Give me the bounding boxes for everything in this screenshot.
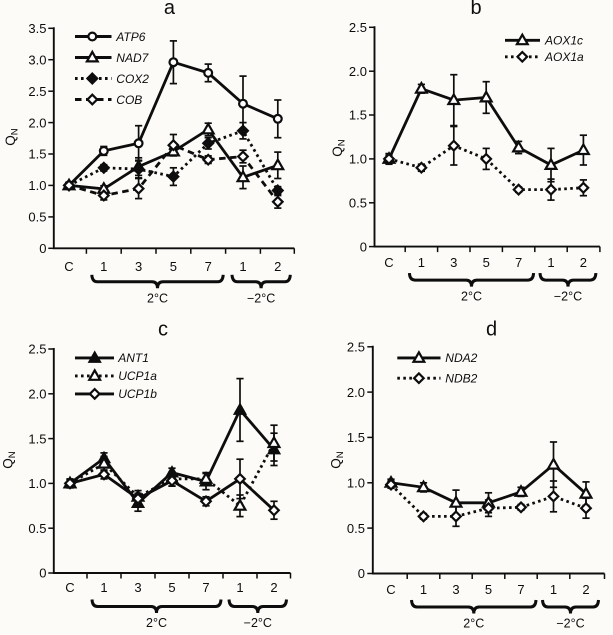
svg-text:1: 1 <box>550 582 557 597</box>
svg-text:1: 1 <box>420 582 427 597</box>
svg-text:3: 3 <box>450 255 457 270</box>
svg-text:5: 5 <box>168 580 175 595</box>
svg-text:1: 1 <box>547 255 554 270</box>
svg-text:2: 2 <box>270 580 277 595</box>
svg-text:2: 2 <box>274 259 281 274</box>
svg-text:2°C: 2°C <box>463 617 484 631</box>
svg-text:QN: QN <box>329 451 347 469</box>
svg-text:3.0: 3.0 <box>28 52 46 67</box>
svg-text:C: C <box>65 580 74 595</box>
svg-text:7: 7 <box>202 580 209 595</box>
svg-text:7: 7 <box>515 255 522 270</box>
svg-text:0.5: 0.5 <box>347 521 365 536</box>
svg-text:2.0: 2.0 <box>28 115 46 130</box>
svg-text:1.5: 1.5 <box>349 108 367 123</box>
svg-text:NDB2: NDB2 <box>445 372 477 386</box>
svg-text:C: C <box>64 259 73 274</box>
svg-text:NDA2: NDA2 <box>445 351 477 365</box>
svg-text:1: 1 <box>100 259 107 274</box>
svg-text:2.5: 2.5 <box>347 339 365 354</box>
svg-text:d: d <box>486 318 497 340</box>
svg-text:2°C: 2°C <box>461 290 482 304</box>
svg-text:1.0: 1.0 <box>28 178 46 193</box>
svg-text:−2°C: −2°C <box>247 291 275 305</box>
svg-text:7: 7 <box>205 259 212 274</box>
svg-text:2°C: 2°C <box>147 291 168 305</box>
svg-text:−2°C: −2°C <box>556 617 584 631</box>
svg-text:3: 3 <box>135 259 142 274</box>
svg-text:2: 2 <box>580 255 587 270</box>
svg-text:0: 0 <box>360 239 367 254</box>
svg-text:1.0: 1.0 <box>349 152 367 167</box>
svg-text:1: 1 <box>239 259 246 274</box>
svg-text:b: b <box>470 0 481 19</box>
svg-text:0.5: 0.5 <box>28 521 46 536</box>
svg-text:1: 1 <box>418 255 425 270</box>
svg-text:C: C <box>384 255 393 270</box>
svg-text:−2°C: −2°C <box>244 616 272 630</box>
svg-text:NAD7: NAD7 <box>116 51 149 65</box>
svg-text:QN: QN <box>3 128 21 146</box>
svg-text:7: 7 <box>517 582 524 597</box>
svg-text:1.5: 1.5 <box>347 430 365 445</box>
svg-text:c: c <box>158 319 168 341</box>
svg-text:2.0: 2.0 <box>349 64 367 79</box>
svg-text:2.5: 2.5 <box>28 84 46 99</box>
svg-text:COX2: COX2 <box>116 72 149 86</box>
svg-text:5: 5 <box>170 259 177 274</box>
svg-text:3: 3 <box>134 580 141 595</box>
svg-text:2.0: 2.0 <box>28 387 46 402</box>
svg-text:1.5: 1.5 <box>28 431 46 446</box>
svg-text:1.0: 1.0 <box>28 476 46 491</box>
svg-text:COB: COB <box>116 93 142 107</box>
svg-text:2.0: 2.0 <box>347 385 365 400</box>
svg-text:0.5: 0.5 <box>28 210 46 225</box>
svg-text:0: 0 <box>39 241 46 256</box>
svg-text:1: 1 <box>236 580 243 595</box>
svg-text:2.5: 2.5 <box>349 20 367 35</box>
svg-text:0: 0 <box>39 566 46 581</box>
svg-text:2: 2 <box>582 582 589 597</box>
svg-text:3.5: 3.5 <box>28 21 46 36</box>
svg-text:5: 5 <box>483 255 490 270</box>
svg-text:0: 0 <box>358 566 365 581</box>
svg-text:QN: QN <box>330 139 348 157</box>
svg-text:a: a <box>164 0 176 19</box>
svg-text:2°C: 2°C <box>146 616 167 630</box>
svg-text:1.0: 1.0 <box>347 476 365 491</box>
svg-text:ATP6: ATP6 <box>115 30 145 44</box>
svg-text:2.5: 2.5 <box>28 342 46 357</box>
svg-text:AOX1c: AOX1c <box>544 34 583 48</box>
svg-text:1.5: 1.5 <box>28 147 46 162</box>
svg-text:−2°C: −2°C <box>554 290 582 304</box>
svg-text:ANT1: ANT1 <box>117 351 149 365</box>
svg-text:C: C <box>386 582 395 597</box>
svg-text:AOX1a: AOX1a <box>544 50 584 64</box>
svg-text:QN: QN <box>1 451 19 469</box>
svg-text:0.5: 0.5 <box>349 195 367 210</box>
svg-text:UCP1a: UCP1a <box>118 369 157 383</box>
svg-text:UCP1b: UCP1b <box>118 387 157 401</box>
svg-text:3: 3 <box>452 582 459 597</box>
svg-text:1: 1 <box>100 580 107 595</box>
svg-text:5: 5 <box>485 582 492 597</box>
